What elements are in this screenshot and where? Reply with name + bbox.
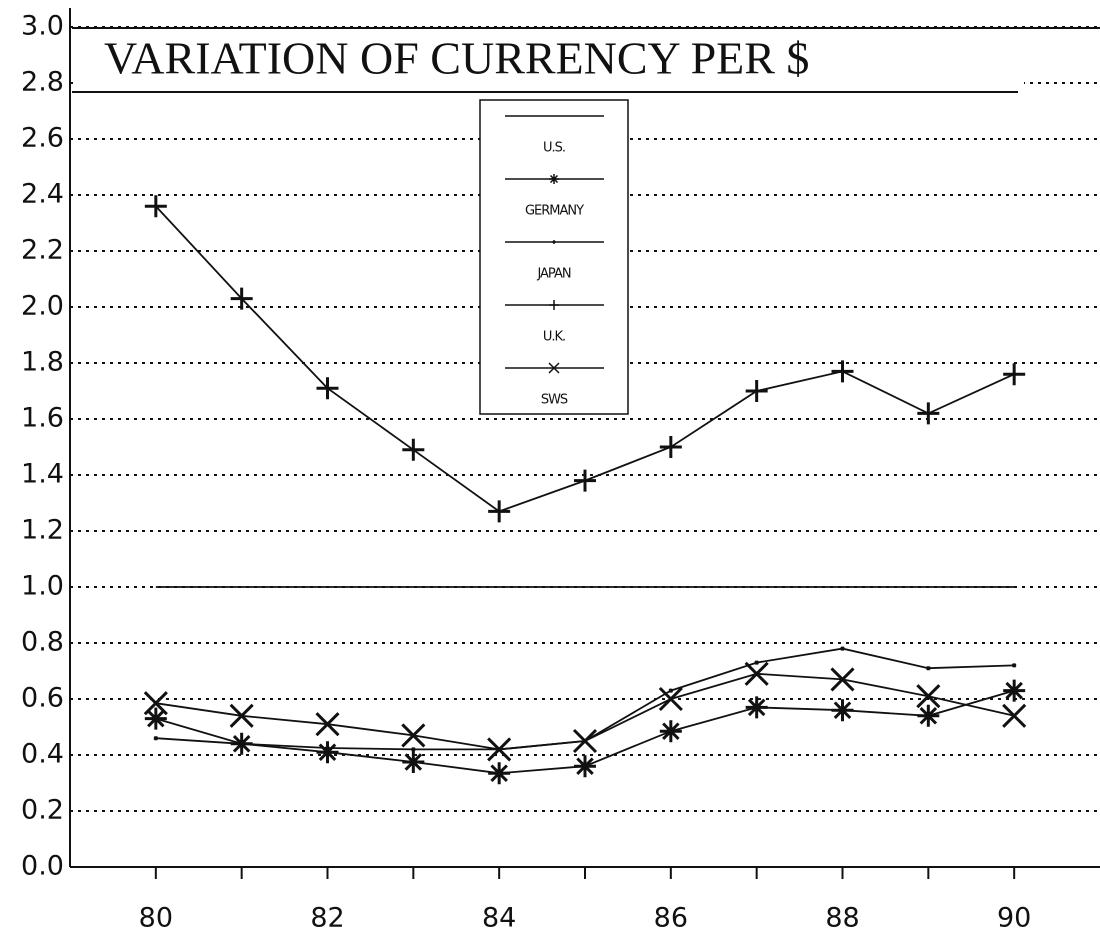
marker [1003, 363, 1026, 386]
plot [143, 195, 1027, 785]
marker [1012, 663, 1017, 668]
marker [745, 696, 768, 719]
legend-items: U.S. GERMANY JAPAN U.K. SWS [505, 115, 604, 408]
legend-marker [549, 300, 559, 310]
x-tick-label: 86 [654, 903, 688, 934]
x-tick-label: 88 [825, 903, 859, 934]
legend-marker [548, 362, 560, 374]
y-tick-label: 1.2 [21, 515, 64, 546]
y-tick-label: 0.0 [21, 851, 64, 882]
y-tick-label: 1.4 [21, 459, 64, 490]
marker [316, 377, 339, 400]
legend-marker [549, 174, 559, 184]
y-tick-label: 0.8 [21, 627, 64, 658]
marker [144, 195, 167, 218]
marker [659, 720, 682, 743]
marker [315, 712, 340, 737]
marker [574, 755, 596, 778]
marker [316, 741, 339, 764]
y-tick-label: 2.0 [21, 291, 64, 322]
y-tick-label: 2.2 [21, 235, 64, 266]
y-tick-label: 1.8 [21, 347, 64, 378]
marker [917, 704, 940, 727]
marker [658, 686, 683, 712]
legend-label: GERMANY [525, 204, 584, 219]
legend [479, 99, 629, 415]
marker [926, 666, 931, 671]
y-tick-label: 2.6 [21, 123, 64, 154]
x-tick-label: 90 [997, 903, 1031, 934]
legend-label: JAPAN [536, 267, 570, 282]
marker [488, 500, 511, 523]
marker [916, 684, 941, 709]
marker [239, 741, 244, 746]
y-tick-label: 2.4 [21, 179, 64, 210]
legend-label: SWS [541, 393, 568, 408]
marker [574, 469, 596, 492]
marker [1003, 679, 1026, 702]
marker [325, 746, 330, 750]
marker [402, 438, 425, 461]
marker [402, 751, 425, 773]
marker [831, 699, 854, 722]
marker [411, 747, 416, 752]
marker [572, 728, 598, 754]
marker [230, 287, 253, 310]
marker [830, 667, 855, 692]
y-tick-label: 1.0 [21, 571, 64, 602]
legend-marker [552, 240, 556, 244]
y-tick-label: 2.8 [21, 67, 64, 98]
series-line [155, 672, 1015, 751]
y-tick-label: 0.6 [21, 683, 64, 714]
y-tick-label: 0.2 [21, 795, 64, 826]
marker [1002, 703, 1027, 728]
marker [144, 707, 167, 730]
marker [840, 646, 845, 651]
marker [659, 436, 682, 458]
marker [831, 360, 854, 383]
marker [745, 380, 768, 402]
marker [487, 737, 512, 762]
chart-title: VARIATION OF CURRENCY PER $ [104, 33, 809, 84]
marker [744, 661, 769, 686]
marker [401, 723, 426, 748]
marker [488, 762, 511, 785]
x-tick-label: 80 [139, 903, 173, 934]
marker [754, 660, 759, 665]
marker [668, 688, 673, 693]
title-bg [74, 28, 1024, 94]
marker [229, 703, 254, 728]
x-tick-label: 84 [482, 903, 516, 934]
y-tick-label: 1.6 [21, 403, 64, 434]
legend-label: U.S. [543, 141, 565, 156]
marker [917, 402, 940, 425]
y-tick-label: 3.0 [21, 11, 64, 42]
marker [143, 691, 168, 716]
legend-label: U.K. [543, 330, 565, 345]
marker [153, 736, 158, 741]
y-tick-label: 0.4 [21, 739, 64, 770]
x-tick-label: 82 [310, 903, 344, 934]
